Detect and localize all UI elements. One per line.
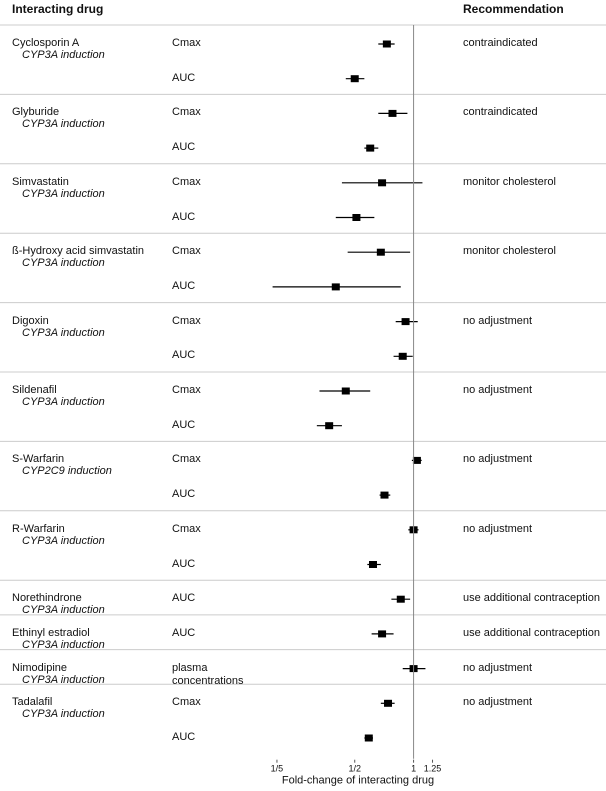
induction: CYP3A induction bbox=[22, 187, 105, 200]
x-tick-label: 1/5 bbox=[271, 764, 284, 774]
drug-name: Norethindrone bbox=[12, 592, 82, 605]
measure-label: Cmax bbox=[172, 106, 201, 119]
header: Interacting drug bbox=[12, 2, 104, 16]
induction: CYP2C9 induction bbox=[22, 465, 112, 478]
measure-label: AUC bbox=[172, 279, 196, 292]
recommendation: no adjustment bbox=[463, 522, 533, 535]
induction: CYP3A induction bbox=[22, 49, 105, 61]
recommendation: contraindicated bbox=[463, 106, 538, 119]
point-estimate bbox=[398, 352, 407, 360]
drug-name: Nimodipine bbox=[12, 661, 68, 674]
drug-name: Glyburide bbox=[12, 106, 60, 119]
measure-label: Cmax bbox=[172, 696, 201, 709]
point-estimate bbox=[364, 734, 373, 742]
x-tick-label: 1 bbox=[411, 764, 416, 774]
measure-label: Cmax bbox=[172, 37, 201, 49]
measure-label: AUC bbox=[172, 418, 196, 431]
recommendation: monitor cholesterol bbox=[463, 175, 556, 188]
induction: CYP3A induction bbox=[22, 708, 105, 721]
x-tick-label: 1/2 bbox=[348, 764, 361, 774]
measure-label: Cmax bbox=[172, 453, 201, 466]
induction: CYP3A induction bbox=[22, 326, 105, 339]
recommendation: no adjustment bbox=[463, 453, 533, 466]
recommendation: monitor cholesterol bbox=[463, 245, 556, 258]
drug-name: ß-Hydroxy acid simvastatin bbox=[12, 245, 145, 258]
point-estimate bbox=[352, 214, 361, 221]
recommendation: contraindicated bbox=[463, 37, 538, 49]
point-estimate bbox=[388, 109, 397, 117]
point-estimate bbox=[382, 40, 391, 48]
recommendation: no adjustment bbox=[463, 696, 533, 709]
induction: CYP3A induction bbox=[22, 534, 105, 547]
drug-name: Digoxin bbox=[12, 314, 49, 327]
point-estimate bbox=[384, 699, 393, 707]
measure-label: AUC bbox=[172, 626, 196, 639]
induction: CYP3A induction bbox=[22, 396, 105, 408]
measure-label: AUC bbox=[172, 731, 196, 743]
drug-name: Ethinyl estradiol bbox=[12, 626, 90, 639]
point-estimate bbox=[366, 144, 375, 152]
x-axis-title: Fold-change of interacting drug bbox=[282, 775, 434, 787]
recommendation: no adjustment bbox=[463, 384, 533, 396]
measure-label: AUC bbox=[172, 71, 196, 84]
drug-name: Simvastatin bbox=[12, 175, 69, 188]
point-estimate bbox=[325, 422, 334, 430]
recommendation: use additional contraception bbox=[463, 592, 600, 605]
x-tick-label: 1.25 bbox=[424, 764, 442, 774]
point-estimate bbox=[396, 595, 405, 603]
point-estimate bbox=[341, 387, 350, 395]
measure-label: AUC bbox=[172, 141, 196, 154]
measure-label: AUC bbox=[172, 210, 196, 223]
measure-label: AUC bbox=[172, 488, 196, 501]
drug-name: S-Warfarin bbox=[12, 453, 65, 466]
recommendation: no adjustment bbox=[463, 661, 533, 674]
drug-name: Cyclosporin A bbox=[12, 37, 80, 49]
point-estimate bbox=[401, 318, 410, 326]
point-estimate bbox=[368, 561, 377, 568]
measure-label: plasma concentrations bbox=[172, 661, 244, 687]
point-estimate bbox=[412, 456, 421, 464]
point-estimate bbox=[378, 179, 387, 187]
point-estimate bbox=[378, 630, 387, 638]
measure-label: Cmax bbox=[172, 175, 201, 188]
drug-name: Tadalafil bbox=[12, 696, 53, 709]
point-estimate bbox=[350, 75, 359, 83]
measure-label: AUC bbox=[172, 349, 196, 362]
point-estimate bbox=[331, 283, 340, 291]
induction: CYP3A induction bbox=[22, 638, 105, 651]
induction: CYP3A induction bbox=[22, 257, 105, 270]
measure-label: AUC bbox=[172, 592, 196, 605]
recommendation: no adjustment bbox=[463, 314, 533, 327]
induction: CYP3A induction bbox=[22, 118, 105, 131]
drug-name: R-Warfarin bbox=[12, 522, 65, 535]
recommendation: use additional contraception bbox=[463, 626, 600, 639]
measure-label: Cmax bbox=[172, 522, 201, 535]
header: Recommendation bbox=[463, 2, 564, 16]
measure-label: Cmax bbox=[172, 384, 201, 396]
measure-label: Cmax bbox=[172, 245, 201, 258]
drug-name: Sildenafil bbox=[12, 384, 57, 396]
induction: CYP3A induction bbox=[22, 673, 105, 686]
measure-label: AUC bbox=[172, 557, 196, 570]
point-estimate bbox=[380, 491, 389, 499]
induction: CYP3A induction bbox=[22, 604, 105, 617]
measure-label: Cmax bbox=[172, 314, 201, 327]
point-estimate bbox=[376, 248, 385, 256]
